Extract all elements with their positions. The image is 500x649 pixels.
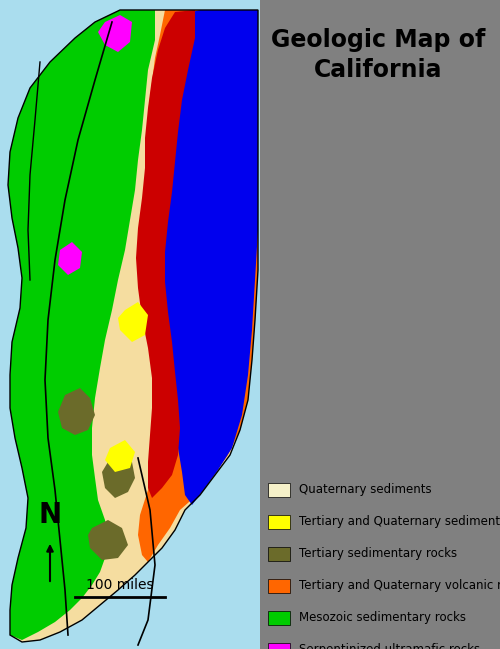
Polygon shape: [58, 242, 82, 275]
Bar: [268, 515, 290, 529]
Text: Quaternary sediments: Quaternary sediments: [299, 484, 432, 496]
Polygon shape: [138, 10, 258, 562]
Text: N: N: [38, 501, 62, 529]
Text: 100 miles: 100 miles: [86, 578, 154, 592]
Text: Geologic Map of
California: Geologic Map of California: [271, 28, 485, 82]
Polygon shape: [102, 455, 135, 498]
Text: Tertiary sedimentary rocks: Tertiary sedimentary rocks: [299, 548, 457, 561]
Bar: [268, 483, 290, 497]
Polygon shape: [98, 15, 132, 52]
Polygon shape: [8, 10, 155, 640]
Bar: [268, 579, 290, 593]
Text: Mesozoic sedimentary rocks: Mesozoic sedimentary rocks: [299, 611, 466, 624]
Bar: [268, 611, 290, 625]
Polygon shape: [136, 10, 195, 498]
Text: Tertiary and Quaternary sedimentary rocks: Tertiary and Quaternary sedimentary rock…: [299, 515, 500, 528]
Polygon shape: [8, 10, 258, 642]
Text: Serpentinized ultramafic rocks: Serpentinized ultramafic rocks: [299, 644, 480, 649]
Polygon shape: [158, 10, 258, 505]
Polygon shape: [88, 520, 128, 560]
Bar: [268, 547, 290, 561]
Bar: [260, 0, 500, 649]
Text: Tertiary and Quaternary volcanic rocks: Tertiary and Quaternary volcanic rocks: [299, 580, 500, 593]
Polygon shape: [58, 388, 95, 435]
Bar: [268, 643, 290, 649]
Polygon shape: [105, 440, 135, 472]
Bar: [0, 0, 260, 649]
Polygon shape: [118, 302, 148, 342]
